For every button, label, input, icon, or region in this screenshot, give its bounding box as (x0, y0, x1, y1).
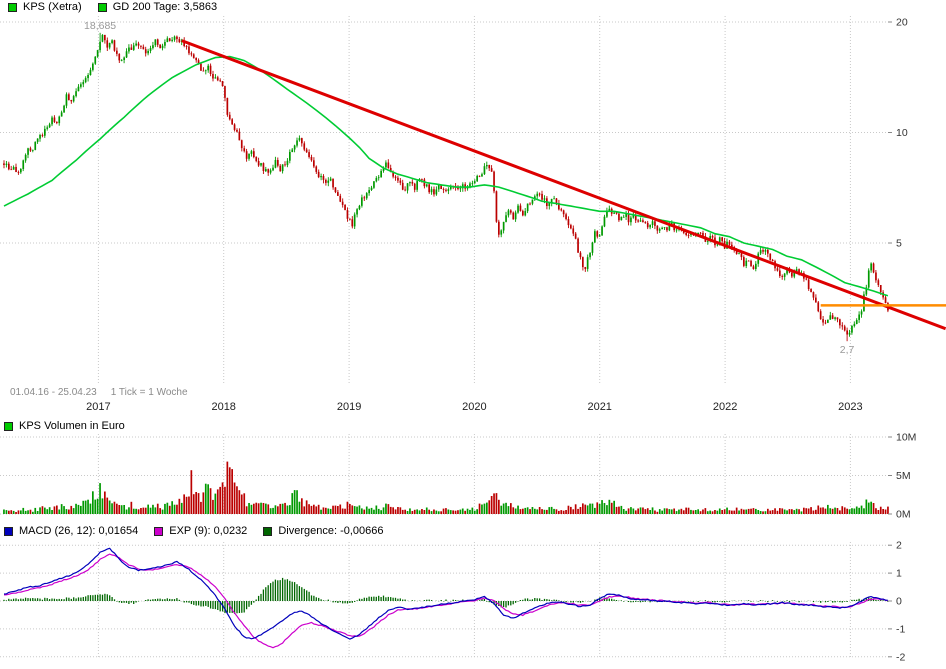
price-legend: KPS (Xetra) GD 200 Tage: 3,5863 (8, 1, 233, 13)
macd-axis-label: -1 (896, 623, 905, 635)
macd-axis-label: 2 (896, 540, 902, 552)
year-label: 2020 (462, 401, 486, 413)
year-label: 2022 (713, 401, 737, 413)
macd-axis-label: 0 (896, 596, 902, 608)
price-series-label: KPS (Xetra) (23, 1, 82, 13)
price-legend-item: KPS (Xetra) (8, 1, 82, 13)
volume-axis-label: 10M (896, 432, 916, 444)
divergence-legend-item: Divergence: -0,00666 (263, 525, 384, 537)
year-label: 2021 (587, 401, 611, 413)
ma-legend-item: GD 200 Tage: 3,5863 (97, 1, 218, 13)
price-axis-label: 5 (896, 238, 902, 250)
candlesticks (3, 32, 889, 342)
macd-line (3, 547, 888, 640)
macd-legend: MACD (26, 12): 0,01654 EXP (9): 0,0232 D… (4, 525, 400, 537)
volume-series-swatch-icon (4, 421, 13, 431)
macd-axis-label: -2 (896, 651, 905, 663)
exp-series-swatch-icon (154, 526, 164, 536)
volume-legend-item: KPS Volumen in Euro (4, 420, 125, 432)
ma-series-label: GD 200 Tage: 3,5863 (112, 1, 218, 13)
gridlines (0, 16, 890, 658)
macd-legend-item: MACD (26, 12): 0,01654 (4, 525, 138, 537)
ma-series-swatch-icon (97, 2, 107, 12)
divergence-bars (3, 577, 889, 614)
year-label: 2019 (337, 401, 361, 413)
exp-legend-item: EXP (9): 0,0232 (154, 525, 247, 537)
high-annotation: 18,685 (84, 20, 116, 32)
year-label: 2018 (211, 401, 235, 413)
volume-legend: KPS Volumen in Euro (4, 420, 141, 432)
date-range-label: 01.04.16 - 25.04.23 (10, 387, 97, 398)
price-axis-label: 20 (896, 17, 908, 29)
macd-axis-label: 1 (896, 568, 902, 580)
exp-series-label: EXP (9): 0,0232 (169, 525, 248, 537)
volume-axis-label: 0M (896, 509, 911, 521)
tick-unit-label: 1 Tick = 1 Woche (110, 387, 188, 398)
year-label: 2023 (838, 401, 862, 413)
year-label: 2017 (86, 401, 110, 413)
macd-series-label: MACD (26, 12): 0,01654 (19, 525, 139, 537)
axis-ticks (888, 21, 892, 658)
price-series-swatch-icon (8, 2, 17, 12)
price-axis-label: 10 (896, 127, 908, 139)
macd-series-swatch-icon (4, 526, 13, 536)
chart-footer: 01.04.16 - 25.04.23 1 Tick = 1 Woche (10, 387, 202, 398)
divergence-series-label: Divergence: -0,00666 (278, 525, 384, 537)
volume-bars (3, 461, 889, 514)
divergence-series-swatch-icon (263, 526, 273, 536)
volume-axis-label: 5M (896, 470, 911, 482)
downtrend-line (181, 39, 946, 331)
gd200-line (3, 55, 889, 297)
volume-series-label: KPS Volumen in Euro (19, 420, 125, 432)
low-annotation: 2,7 (840, 344, 855, 356)
